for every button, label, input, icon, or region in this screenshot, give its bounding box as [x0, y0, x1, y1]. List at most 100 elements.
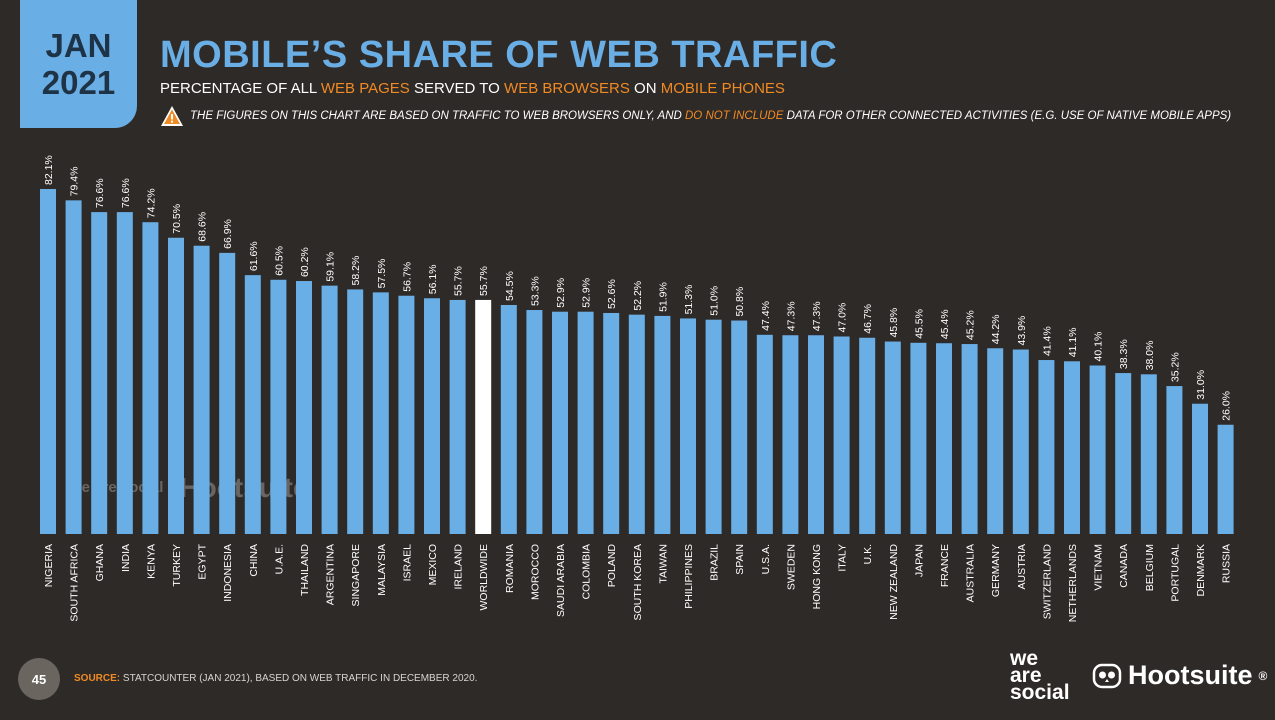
- subtitle-highlight: MOBILE PHONES: [660, 80, 785, 97]
- value-label: 60.2%: [299, 247, 311, 277]
- bar-taiwan: [654, 315, 671, 534]
- value-label: 45.2%: [965, 310, 977, 340]
- bar-nigeria: [40, 189, 56, 534]
- value-label: 43.9%: [1016, 316, 1028, 346]
- note-part: THE FIGURES ON THIS CHART ARE BASED ON T…: [190, 110, 685, 122]
- category-label: SOUTH KOREA: [632, 544, 644, 620]
- value-label: 61.6%: [248, 241, 260, 271]
- bar-netherlands: [1064, 361, 1080, 534]
- category-label: EGYPT: [197, 543, 209, 579]
- bar-germany: [987, 348, 1004, 534]
- category-label: CHINA: [248, 544, 260, 577]
- value-label: 55.7%: [453, 266, 465, 296]
- category-label: AUSTRALIA: [965, 544, 977, 602]
- bar-u-a-e: [270, 279, 287, 534]
- category-label: TAIWAN: [657, 544, 669, 584]
- category-label: GERMANY: [990, 544, 1002, 597]
- category-label: DENMARK: [1195, 544, 1207, 597]
- bar-portugal: [1166, 386, 1183, 534]
- note-highlight: DO NOT INCLUDE: [685, 110, 784, 122]
- value-label: 76.6%: [94, 178, 106, 208]
- value-label: 46.7%: [862, 304, 874, 334]
- bar-indonesia: [219, 252, 236, 534]
- category-label: SWITZERLAND: [1041, 544, 1053, 620]
- value-label: 74.2%: [145, 188, 157, 218]
- bar-denmark: [1192, 403, 1208, 534]
- category-label: U.S.A.: [760, 544, 772, 574]
- category-label: NIGERIA: [43, 544, 55, 587]
- bar-south-africa: [65, 200, 82, 534]
- subtitle-highlight: WEB PAGES: [320, 80, 410, 97]
- value-label: 51.3%: [683, 285, 695, 315]
- logo-word: we: [1010, 647, 1039, 670]
- value-label: 47.4%: [760, 301, 772, 331]
- bar-italy: [833, 336, 850, 534]
- value-label: 47.3%: [811, 301, 823, 331]
- category-label: VIETNAM: [1093, 544, 1105, 591]
- value-label: 38.0%: [1144, 341, 1156, 371]
- bar-thailand: [296, 281, 312, 534]
- bar-japan: [910, 342, 927, 534]
- value-label: 52.9%: [555, 278, 567, 308]
- category-label: IRELAND: [453, 544, 465, 590]
- bar-vietnam: [1089, 365, 1106, 534]
- value-label: 59.1%: [325, 252, 337, 282]
- bar-worldwide: [475, 299, 492, 534]
- bar-france: [936, 343, 952, 534]
- bar-philippines: [680, 318, 696, 534]
- category-label: PORTUGAL: [1169, 544, 1181, 602]
- value-label: 44.2%: [990, 314, 1002, 344]
- hootsuite-trademark: ®: [1258, 668, 1268, 683]
- value-label: 57.5%: [376, 259, 388, 289]
- category-label: U.A.E.: [273, 544, 285, 574]
- value-label: 55.7%: [478, 266, 490, 296]
- subtitle-part: SERVED TO: [409, 80, 505, 97]
- category-label: AUSTRIA: [1016, 544, 1028, 590]
- bar-u-s-a: [756, 334, 773, 534]
- bar-india: [116, 212, 133, 534]
- bar-new-zealand: [884, 341, 901, 534]
- category-label: GHANA: [94, 544, 106, 581]
- value-label: 70.5%: [171, 204, 183, 234]
- category-label: MEXICO: [427, 544, 439, 585]
- value-label: 38.3%: [1118, 339, 1130, 369]
- bar-israel: [398, 295, 415, 534]
- category-label: COLOMBIA: [581, 544, 593, 599]
- category-label: KENYA: [145, 544, 157, 579]
- subtitle-part: PERCENTAGE OF ALL: [160, 80, 321, 97]
- category-label: ITALY: [837, 544, 849, 572]
- bar-romania: [500, 304, 517, 534]
- source-text: STATCOUNTER (JAN 2021), BASED ON WEB TRA…: [120, 673, 478, 684]
- date-year: 2021: [41, 64, 116, 101]
- bar-south-korea: [628, 314, 645, 534]
- bar-canada: [1115, 373, 1132, 534]
- category-label: INDONESIA: [222, 544, 234, 602]
- value-label: 82.1%: [43, 155, 55, 185]
- category-label: WORLDWIDE: [478, 544, 490, 611]
- value-label: 66.9%: [222, 219, 234, 249]
- chart-note: THE FIGURES ON THIS CHART ARE BASED ON T…: [160, 105, 1231, 127]
- category-label: MALAYSIA: [376, 544, 388, 596]
- value-label: 51.9%: [657, 282, 669, 312]
- category-label: MOROCCO: [529, 544, 541, 600]
- warning-triangle-icon: [161, 106, 183, 126]
- bar-china: [244, 275, 261, 534]
- value-label: 79.4%: [69, 167, 81, 197]
- bar-colombia: [577, 311, 594, 534]
- category-label: SAUDI ARABIA: [555, 544, 567, 617]
- logo-word: social: [1010, 681, 1070, 704]
- bar-spain: [731, 320, 748, 534]
- bar-sweden: [782, 335, 799, 534]
- owl-icon: [1092, 663, 1122, 688]
- category-label: ARGENTINA: [325, 544, 337, 605]
- value-label: 52.9%: [581, 278, 593, 308]
- category-label: U.K.: [862, 544, 874, 564]
- category-label: PHILIPPINES: [683, 544, 695, 609]
- page-number: 45: [18, 658, 60, 700]
- value-label: 58.2%: [350, 256, 362, 286]
- value-label: 60.5%: [273, 246, 285, 276]
- page-title: MOBILE’S SHARE OF WEB TRAFFIC: [160, 34, 838, 76]
- bar-chart: 82.1% NIGERIA 79.4% SOUTH AFRICA 76.6% GHANA 7…: [40, 155, 1234, 622]
- bar-russia: [1217, 424, 1234, 534]
- bar-malaysia: [372, 292, 389, 534]
